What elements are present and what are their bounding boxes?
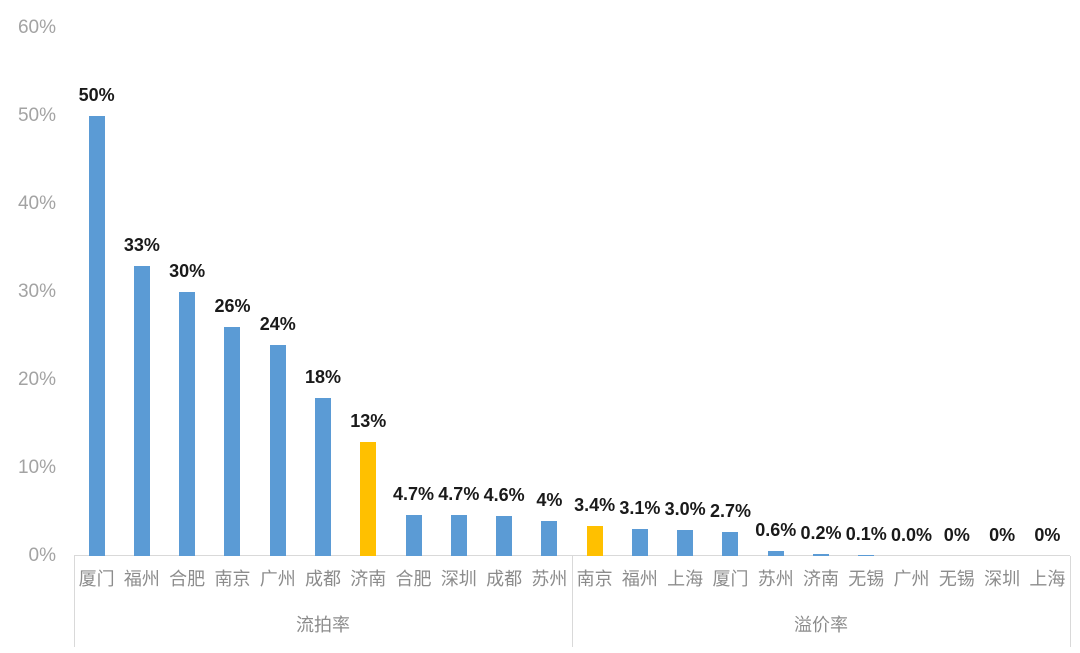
bar: [722, 532, 738, 556]
bar: [541, 521, 557, 556]
y-axis-tick-label: 20%: [17, 369, 56, 390]
category-label: 厦门: [78, 569, 115, 589]
bar: [134, 266, 150, 556]
category-label: 南京: [214, 569, 251, 589]
bar-value-label: 26%: [214, 296, 251, 316]
bar-value-label: 0.1%: [845, 524, 887, 544]
bar-value-label: 3.0%: [664, 499, 706, 519]
bar: [315, 398, 331, 556]
bar: [813, 554, 829, 556]
bar: [89, 116, 105, 556]
y-axis-tick-label: 40%: [17, 193, 56, 214]
group-divider: [572, 556, 573, 647]
y-axis-tick-label: 0%: [28, 545, 56, 566]
category-box-left-border: [74, 556, 75, 647]
y-axis-tick-label: 50%: [17, 105, 56, 126]
bar: [677, 530, 693, 556]
category-label: 成都: [305, 569, 341, 589]
category-label: 厦门: [712, 569, 749, 589]
bar: [406, 515, 422, 556]
bar: [224, 327, 240, 556]
category-label: 上海: [667, 569, 704, 589]
bar: [360, 442, 376, 556]
bar-value-label: 0%: [943, 525, 970, 545]
bar-value-label: 33%: [123, 235, 160, 255]
category-label: 济南: [803, 569, 839, 589]
bar-value-label: 18%: [304, 367, 342, 387]
bar-value-label: 0.2%: [800, 523, 842, 543]
category-label: 成都: [486, 569, 523, 589]
bar-value-label: 4.7%: [393, 484, 435, 504]
bar-value-label: 50%: [78, 85, 115, 105]
y-axis-tick-label: 60%: [17, 17, 56, 38]
y-axis-tick-label: 10%: [17, 457, 56, 478]
category-label: 上海: [1029, 569, 1066, 589]
bar: [632, 529, 648, 556]
bar: [587, 526, 603, 556]
category-label: 深圳: [440, 569, 477, 589]
category-label: 南京: [576, 569, 613, 589]
bar-value-label: 2.7%: [709, 501, 751, 521]
bar-value-label: 24%: [259, 314, 296, 334]
category-label: 广州: [259, 569, 296, 589]
category-label: 福州: [621, 569, 658, 589]
group-label: 溢价率: [794, 615, 848, 635]
bar-value-label: 30%: [169, 261, 206, 281]
category-label: 济南: [350, 569, 387, 589]
category-label: 福州: [123, 569, 160, 589]
bar-value-label: 0%: [989, 525, 1016, 545]
category-label: 合肥: [169, 569, 206, 589]
bar-value-label: 3.4%: [574, 495, 616, 515]
bar-value-label: 0%: [1034, 525, 1061, 545]
bar: [451, 515, 467, 556]
category-label: 广州: [893, 569, 930, 589]
category-label: 苏州: [531, 569, 568, 589]
bar-value-label: 4%: [536, 490, 563, 510]
bar-value-label: 4.6%: [483, 485, 525, 505]
bar-value-label: 13%: [350, 411, 387, 431]
category-label: 深圳: [984, 569, 1021, 589]
category-label: 无锡: [938, 569, 975, 589]
category-box-right-border: [1070, 556, 1071, 647]
bar: [270, 345, 286, 556]
category-label: 无锡: [848, 569, 885, 589]
y-axis-tick-label: 30%: [17, 281, 56, 302]
group-label: 流拍率: [296, 615, 350, 635]
bar-value-label: 0.6%: [755, 520, 797, 540]
bar-value-label: 0.0%: [891, 525, 933, 545]
bar: [496, 516, 512, 556]
bar: [768, 551, 784, 556]
category-label: 合肥: [395, 569, 432, 589]
bar: [858, 555, 874, 556]
bar-value-label: 3.1%: [619, 498, 661, 518]
x-axis-line: [74, 555, 1070, 556]
bar-value-label: 4.7%: [438, 484, 480, 504]
category-label: 苏州: [757, 569, 794, 589]
bar: [179, 292, 195, 556]
